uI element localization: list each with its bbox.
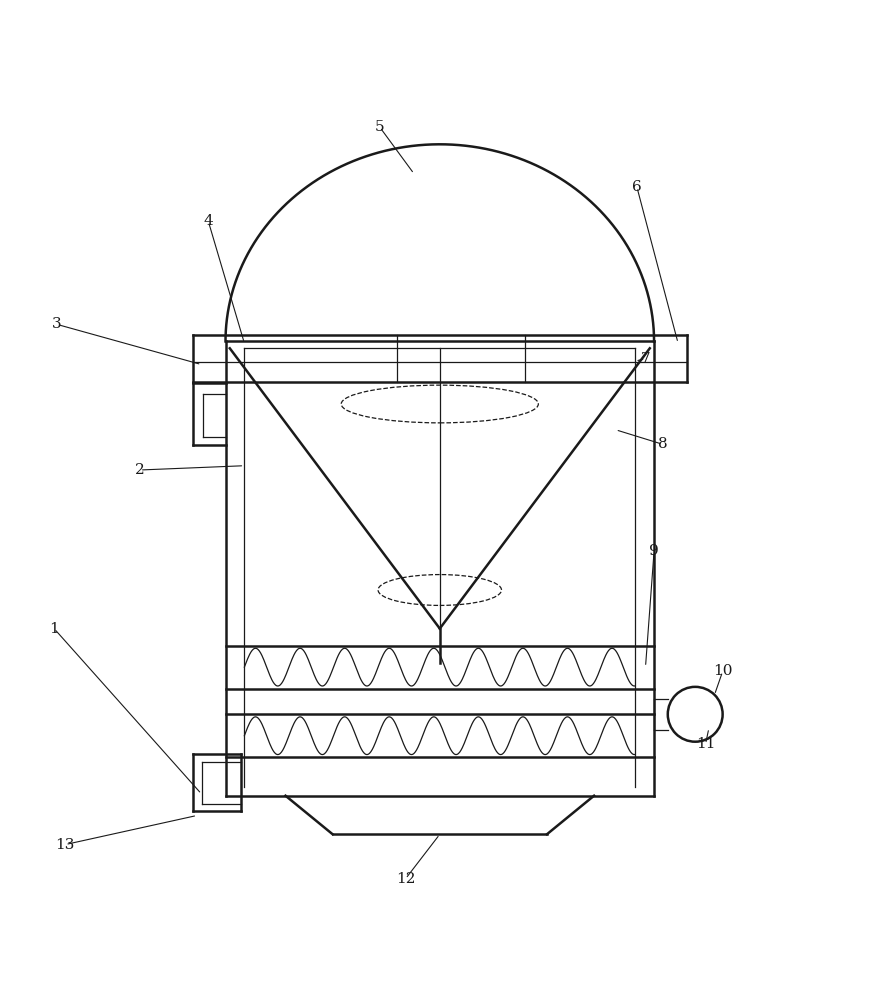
Text: 2: 2 [135, 463, 145, 477]
Text: 1: 1 [49, 622, 59, 636]
Text: 9: 9 [649, 544, 659, 558]
Text: 12: 12 [395, 872, 415, 886]
Text: 5: 5 [375, 120, 385, 134]
Text: 6: 6 [632, 180, 642, 194]
Text: 4: 4 [204, 214, 213, 228]
Text: 7: 7 [641, 352, 651, 366]
Text: 8: 8 [658, 437, 667, 451]
Text: 11: 11 [696, 737, 715, 751]
Text: 3: 3 [52, 317, 62, 331]
Text: 10: 10 [712, 664, 733, 678]
Text: 13: 13 [56, 838, 75, 852]
